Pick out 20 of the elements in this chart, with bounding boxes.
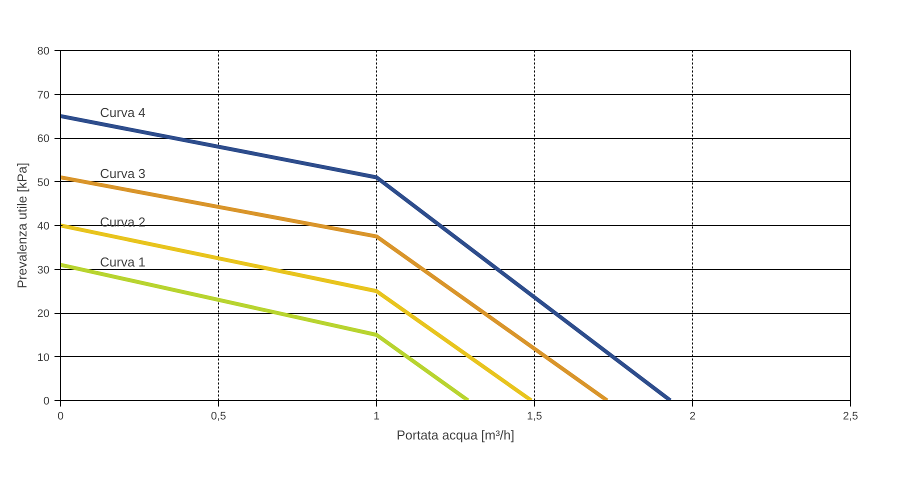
x-tick-label: 1,5 xyxy=(526,410,542,422)
series-label: Curva 4 xyxy=(100,104,146,120)
x-tick-label: 2,5 xyxy=(842,410,858,422)
y-tick-label: 80 xyxy=(37,46,50,58)
series-label: Curva 1 xyxy=(100,254,146,270)
x-tick-label: 2 xyxy=(689,410,696,422)
x-tick-label: 1 xyxy=(373,410,380,422)
y-tick-label: 0 xyxy=(43,396,50,408)
y-tick-label: 10 xyxy=(37,352,50,364)
x-tick-label: 0 xyxy=(57,410,64,422)
y-tick-label: 40 xyxy=(37,220,50,232)
x-axis-title: Portata acqua [m³/h] xyxy=(396,428,514,442)
x-tick-label: 0,5 xyxy=(210,410,226,422)
y-tick-label: 30 xyxy=(37,264,50,276)
y-axis-title: Prevalenza utile [kPa] xyxy=(14,162,30,288)
y-tick-label: 50 xyxy=(37,176,50,189)
y-tick-label: 70 xyxy=(37,89,50,102)
y-tick-label: 60 xyxy=(37,133,50,145)
y-tick-label: 20 xyxy=(37,308,50,320)
series-label: Curva 3 xyxy=(100,166,146,181)
